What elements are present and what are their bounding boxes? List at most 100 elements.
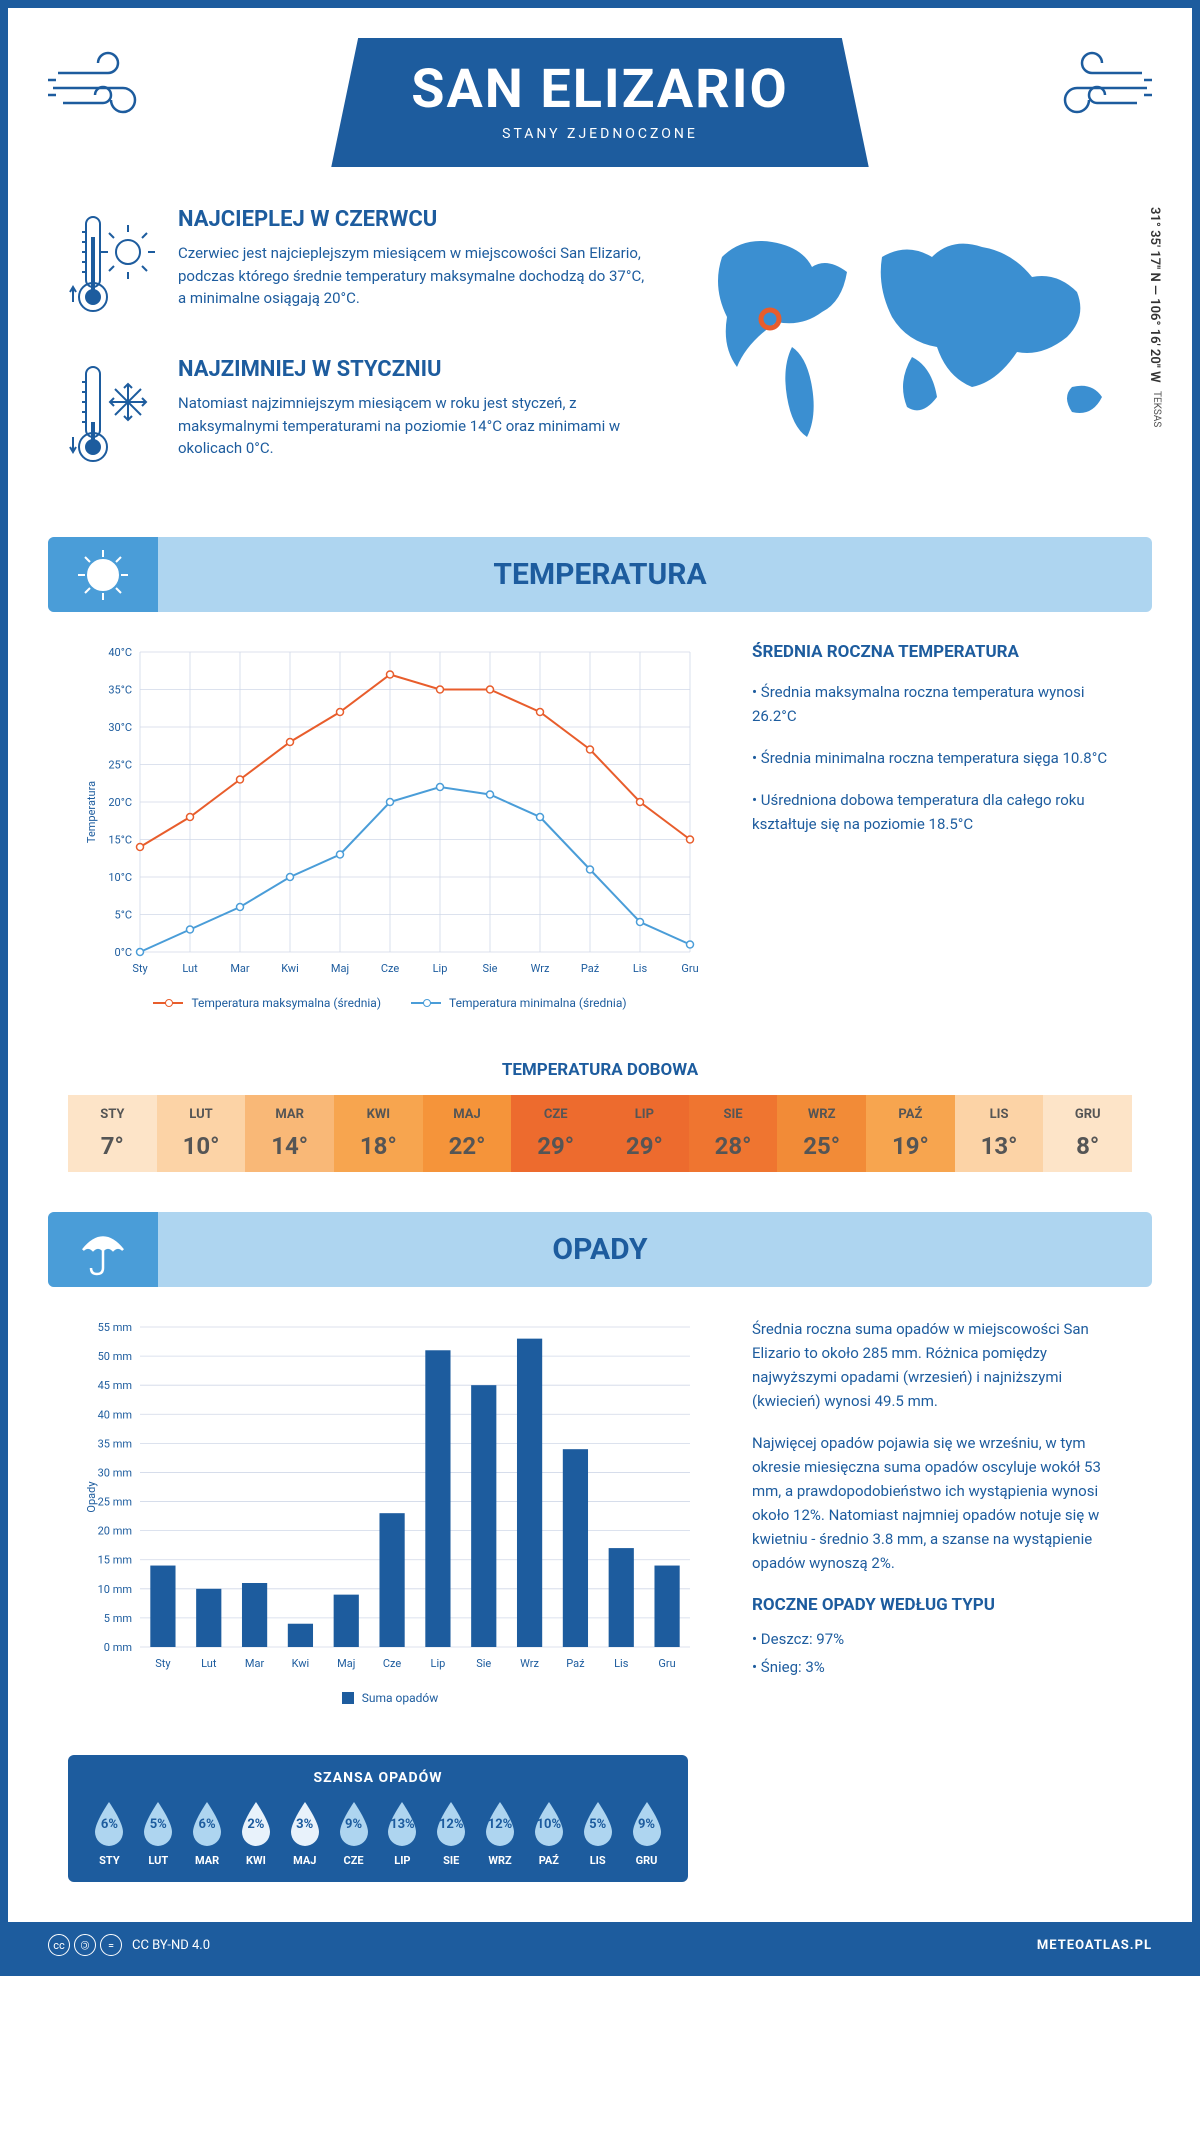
wind-icon-right bbox=[1032, 48, 1152, 128]
svg-text:Cze: Cze bbox=[381, 962, 400, 975]
daily-temp-table: STY7°LUT10°MAR14°KWI18°MAJ22°CZE29°LIP29… bbox=[68, 1095, 1132, 1172]
daily-cell: PAŹ19° bbox=[866, 1095, 955, 1172]
chance-cell: 6% STY bbox=[88, 1798, 131, 1867]
svg-text:Lip: Lip bbox=[431, 1657, 446, 1670]
svg-text:25°C: 25°C bbox=[108, 759, 132, 772]
svg-text:Sty: Sty bbox=[132, 962, 148, 975]
svg-text:Opady: Opady bbox=[85, 1481, 98, 1513]
precip-type-bullet: • Deszcz: 97% bbox=[752, 1627, 1132, 1651]
coordinates: 31° 35' 17" N — 106° 16' 20" W bbox=[1147, 207, 1162, 383]
precip-text: Najwięcej opadów pojawia się we wrześniu… bbox=[752, 1431, 1132, 1575]
chance-cell: 2% KWI bbox=[234, 1798, 277, 1867]
svg-text:Lip: Lip bbox=[433, 962, 448, 975]
chance-cell: 12% WRZ bbox=[479, 1798, 522, 1867]
svg-text:40°C: 40°C bbox=[108, 646, 132, 659]
precip-text: Średnia roczna suma opadów w miejscowośc… bbox=[752, 1317, 1132, 1413]
precipitation-chart: 0 mm5 mm10 mm15 mm20 mm25 mm30 mm35 mm40… bbox=[68, 1317, 712, 1705]
precipitation-header: OPADY bbox=[48, 1212, 1152, 1287]
chance-title: SZANSA OPADÓW bbox=[88, 1770, 668, 1786]
svg-text:Sie: Sie bbox=[482, 962, 497, 975]
svg-text:15°C: 15°C bbox=[108, 834, 132, 847]
world-map bbox=[692, 207, 1132, 447]
svg-text:10°C: 10°C bbox=[108, 871, 132, 884]
coldest-block: NAJZIMNIEJ W STYCZNIU Natomiast najzimni… bbox=[68, 357, 652, 477]
legend-precip: Suma opadów bbox=[342, 1691, 439, 1705]
chance-cell: 9% GRU bbox=[625, 1798, 668, 1867]
svg-text:Temperatura: Temperatura bbox=[85, 781, 98, 843]
svg-text:Mar: Mar bbox=[245, 1657, 265, 1670]
daily-cell: WRZ25° bbox=[777, 1095, 866, 1172]
thermometer-cold-icon bbox=[68, 357, 158, 477]
svg-text:45 mm: 45 mm bbox=[98, 1379, 132, 1392]
daily-temp-title: TEMPERATURA DOBOWA bbox=[8, 1060, 1192, 1080]
hottest-block: NAJCIEPLEJ W CZERWCU Czerwiec jest najci… bbox=[68, 207, 652, 327]
svg-text:20 mm: 20 mm bbox=[98, 1525, 132, 1538]
daily-cell: MAJ22° bbox=[423, 1095, 512, 1172]
svg-text:30 mm: 30 mm bbox=[98, 1466, 132, 1479]
svg-text:Lis: Lis bbox=[633, 962, 648, 975]
title-banner: SAN ELIZARIO STANY ZJEDNOCZONE bbox=[331, 38, 868, 167]
daily-cell: CZE29° bbox=[511, 1095, 600, 1172]
svg-text:50 mm: 50 mm bbox=[98, 1350, 132, 1363]
svg-text:20°C: 20°C bbox=[108, 796, 132, 809]
legend-max: .legend-item:nth-child(1) .legend-line::… bbox=[153, 996, 381, 1010]
license-text: CC BY-ND 4.0 bbox=[132, 1938, 210, 1953]
header: SAN ELIZARIO STANY ZJEDNOCZONE bbox=[8, 8, 1192, 207]
map-block: 31° 35' 17" N — 106° 16' 20" W TEKSAS bbox=[692, 207, 1132, 507]
daily-cell: SIE28° bbox=[689, 1095, 778, 1172]
chance-cell: 3% MAJ bbox=[283, 1798, 326, 1867]
svg-text:Paź: Paź bbox=[581, 962, 600, 975]
svg-text:Sie: Sie bbox=[476, 1657, 491, 1670]
chance-cell: 5% LUT bbox=[137, 1798, 180, 1867]
site-name: METEOATLAS.PL bbox=[1037, 1938, 1152, 1953]
coldest-text: Natomiast najzimniejszym miesiącem w rok… bbox=[178, 392, 652, 460]
temp-bullet: • Uśredniona dobowa temperatura dla całe… bbox=[752, 788, 1132, 836]
chance-cell: 12% SIE bbox=[430, 1798, 473, 1867]
hottest-title: NAJCIEPLEJ W CZERWCU bbox=[178, 207, 652, 232]
chance-cell: 10% PAŹ bbox=[527, 1798, 570, 1867]
chance-cell: 6% MAR bbox=[186, 1798, 229, 1867]
precipitation-info: Średnia roczna suma opadów w miejscowośc… bbox=[752, 1317, 1132, 1705]
chance-cell: 13% LIP bbox=[381, 1798, 424, 1867]
hottest-text: Czerwiec jest najcieplejszym miesiącem w… bbox=[178, 242, 652, 310]
svg-text:Kwi: Kwi bbox=[281, 962, 299, 975]
daily-cell: KWI18° bbox=[334, 1095, 423, 1172]
umbrella-icon bbox=[73, 1220, 133, 1280]
temperature-chart: 0°C5°C10°C15°C20°C25°C30°C35°C40°CStyLut… bbox=[68, 642, 712, 1010]
temperature-header: TEMPERATURA bbox=[48, 537, 1152, 612]
precip-type-title: ROCZNE OPADY WEDŁUG TYPU bbox=[752, 1595, 1132, 1615]
sun-icon bbox=[73, 545, 133, 605]
svg-text:Lis: Lis bbox=[614, 1657, 629, 1670]
svg-text:Cze: Cze bbox=[383, 1657, 402, 1670]
svg-text:0°C: 0°C bbox=[115, 946, 132, 959]
svg-text:Paź: Paź bbox=[566, 1657, 585, 1670]
svg-text:10 mm: 10 mm bbox=[98, 1583, 132, 1596]
daily-cell: LIP29° bbox=[600, 1095, 689, 1172]
thermometer-hot-icon bbox=[68, 207, 158, 327]
daily-cell: MAR14° bbox=[245, 1095, 334, 1172]
svg-text:Maj: Maj bbox=[337, 1657, 355, 1670]
svg-text:35°C: 35°C bbox=[108, 684, 132, 697]
svg-text:Mar: Mar bbox=[230, 962, 250, 975]
temperature-title: TEMPERATURA bbox=[493, 557, 706, 592]
daily-cell: LIS13° bbox=[955, 1095, 1044, 1172]
svg-text:Lut: Lut bbox=[182, 962, 198, 975]
svg-text:Wrz: Wrz bbox=[520, 1657, 539, 1670]
temp-info-title: ŚREDNIA ROCZNA TEMPERATURA bbox=[752, 642, 1132, 662]
svg-text:30°C: 30°C bbox=[108, 721, 132, 734]
chance-cell: 9% CZE bbox=[332, 1798, 375, 1867]
svg-text:Gru: Gru bbox=[658, 1657, 675, 1670]
svg-text:35 mm: 35 mm bbox=[98, 1437, 132, 1450]
coldest-title: NAJZIMNIEJ W STYCZNIU bbox=[178, 357, 652, 382]
daily-cell: LUT10° bbox=[157, 1095, 246, 1172]
page-subtitle: STANY ZJEDNOCZONE bbox=[411, 126, 788, 142]
intro-section: NAJCIEPLEJ W CZERWCU Czerwiec jest najci… bbox=[8, 207, 1192, 537]
svg-text:Gru: Gru bbox=[681, 962, 698, 975]
svg-text:15 mm: 15 mm bbox=[98, 1554, 132, 1567]
svg-text:40 mm: 40 mm bbox=[98, 1408, 132, 1421]
svg-text:Sty: Sty bbox=[155, 1657, 171, 1670]
svg-text:5 mm: 5 mm bbox=[104, 1612, 132, 1625]
footer: cc 🄯 = CC BY-ND 4.0 METEOATLAS.PL bbox=[8, 1922, 1192, 1968]
svg-text:Kwi: Kwi bbox=[292, 1657, 310, 1670]
svg-text:55 mm: 55 mm bbox=[98, 1321, 132, 1334]
